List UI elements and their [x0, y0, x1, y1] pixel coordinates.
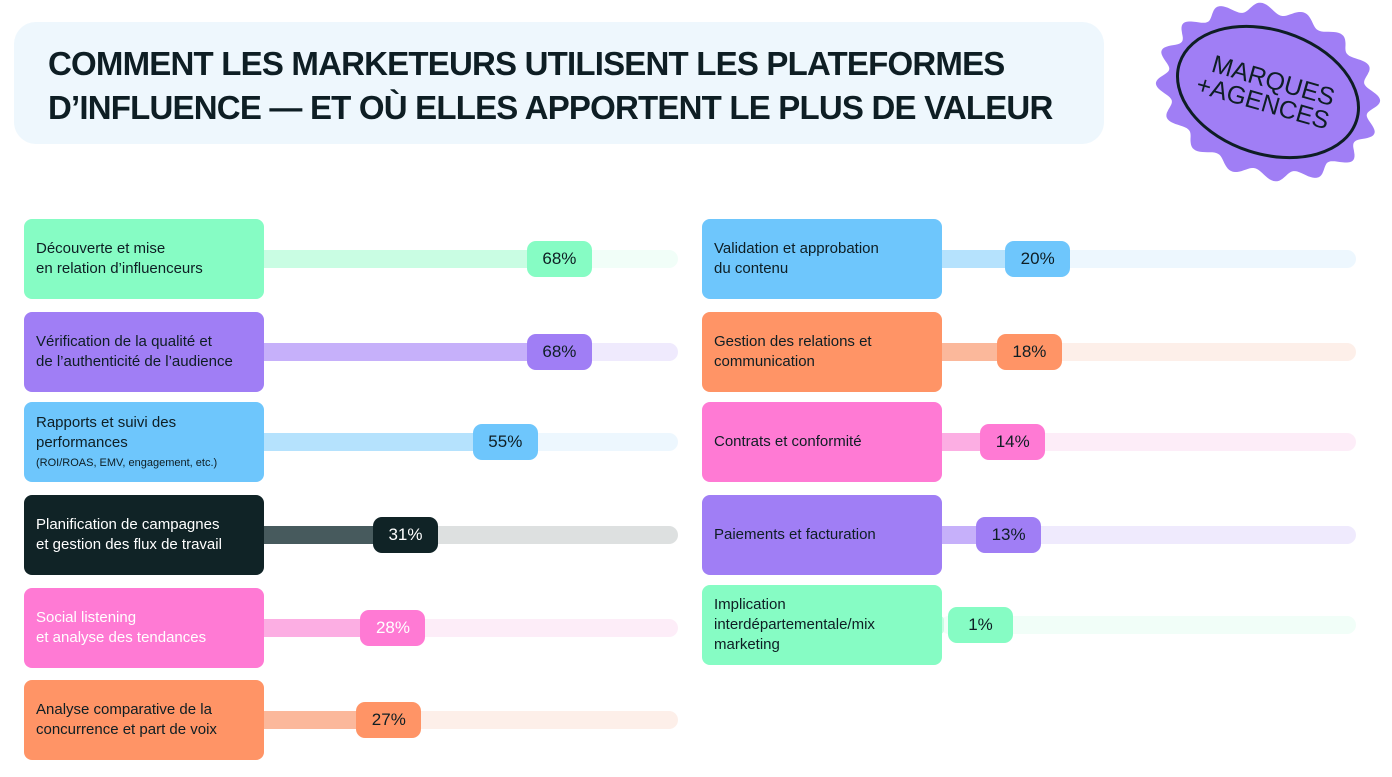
bar-value-label: 18%: [996, 334, 1062, 370]
bar-row: Rapports et suivi des performances (ROI/…: [24, 402, 678, 482]
bar-row: Validation et approbation du contenu 20%: [702, 219, 1356, 299]
bar-row: Paiements et facturation 13%: [702, 495, 1356, 575]
bar-track: 55%: [262, 424, 678, 460]
bar-label: Découverte et mise en relation d’influen…: [36, 240, 203, 277]
bar-value-label: 1%: [948, 607, 1013, 643]
bar-row: Social listening et analyse des tendance…: [24, 588, 678, 668]
bar-fill: [262, 250, 545, 268]
bar-label-card: Analyse comparative de la concurrence et…: [24, 680, 264, 760]
bar-label-card: Paiements et facturation: [702, 495, 942, 575]
bar-value-label: 14%: [980, 424, 1046, 460]
bar-label: Gestion des relations et communication: [714, 333, 872, 370]
bar-label-card: Social listening et analyse des tendance…: [24, 588, 264, 668]
bar-label: Paiements et facturation: [714, 526, 876, 543]
bar-label: Vérification de la qualité et de l’authe…: [36, 333, 233, 370]
bar-value-label: 20%: [1005, 241, 1071, 277]
bar-value-label: 13%: [976, 517, 1042, 553]
bar-value-label: 68%: [526, 241, 592, 277]
title-banner: COMMENT LES MARKETEURS UTILISENT LES PLA…: [14, 22, 1104, 144]
bar-row: Analyse comparative de la concurrence et…: [24, 680, 678, 760]
bar-track: 1%: [940, 607, 1356, 643]
bar-track: 27%: [262, 702, 678, 738]
bar-label: Planification de campagnes et gestion de…: [36, 516, 222, 553]
bar-fill: [940, 250, 1024, 268]
bar-track: 68%: [262, 241, 678, 277]
badge-ellipse: [1176, 24, 1360, 160]
bar-label-card: Vérification de la qualité et de l’authe…: [24, 312, 264, 392]
bar-note: (ROI/ROAS, EMV, engagement, etc.): [36, 457, 218, 469]
bar-track: 68%: [262, 334, 678, 370]
bar-label: Implication interdépartementale/mix mark…: [714, 596, 875, 653]
marques-agences-badge: MARQUES +AGENCES: [1155, 2, 1381, 182]
title-line-2: D’INFLUENCE — ET OÙ ELLES APPORTENT LE P…: [48, 89, 1053, 126]
bar-row: Découverte et mise en relation d’influen…: [24, 219, 678, 299]
bar-label: Social listening et analyse des tendance…: [36, 609, 207, 646]
bar-label-card: Implication interdépartementale/mix mark…: [702, 585, 942, 665]
bar-fill: [262, 526, 391, 544]
badge-wavy-shape: [1155, 2, 1381, 182]
bar-fill: [262, 711, 375, 729]
bar-label: Analyse comparative de la concurrence et…: [36, 701, 217, 738]
bar-track: 31%: [262, 517, 678, 553]
bar-fill: [262, 619, 379, 637]
bar-row: Gestion des relations et communication 1…: [702, 312, 1356, 392]
bar-label-card: Contrats et conformité: [702, 402, 942, 482]
bar-value-label: 31%: [372, 517, 438, 553]
bar-label-card: Validation et approbation du contenu: [702, 219, 942, 299]
bar-fill: [262, 343, 545, 361]
title-line-1: COMMENT LES MARKETEURS UTILISENT LES PLA…: [48, 45, 1005, 82]
bar-fill: [262, 433, 491, 451]
bar-track: 14%: [940, 424, 1356, 460]
bar-row: Implication interdépartementale/mix mark…: [702, 585, 1356, 665]
bar-label-card: Gestion des relations et communication: [702, 312, 942, 392]
bar-fill: [940, 343, 1015, 361]
bar-row: Contrats et conformité 14%: [702, 402, 1356, 482]
bar-label-card: Planification de campagnes et gestion de…: [24, 495, 264, 575]
bar-value-label: 28%: [360, 610, 426, 646]
bar-track: 20%: [940, 241, 1356, 277]
bar-row: Vérification de la qualité et de l’authe…: [24, 312, 678, 392]
bar-label-card: Découverte et mise en relation d’influen…: [24, 219, 264, 299]
bar-fill: [940, 616, 945, 634]
bar-value-label: 68%: [526, 334, 592, 370]
bar-label: Contrats et conformité: [714, 433, 862, 450]
bar-label: Validation et approbation du contenu: [714, 240, 879, 277]
bar-value-label: 55%: [472, 424, 538, 460]
bar-label: Rapports et suivi des performances: [36, 414, 177, 451]
bar-row: Planification de campagnes et gestion de…: [24, 495, 678, 575]
bar-value-label: 27%: [356, 702, 422, 738]
bar-track: 28%: [262, 610, 678, 646]
bar-track: 13%: [940, 517, 1356, 553]
bar-label-card: Rapports et suivi des performances (ROI/…: [24, 402, 264, 482]
bar-track: 18%: [940, 334, 1356, 370]
